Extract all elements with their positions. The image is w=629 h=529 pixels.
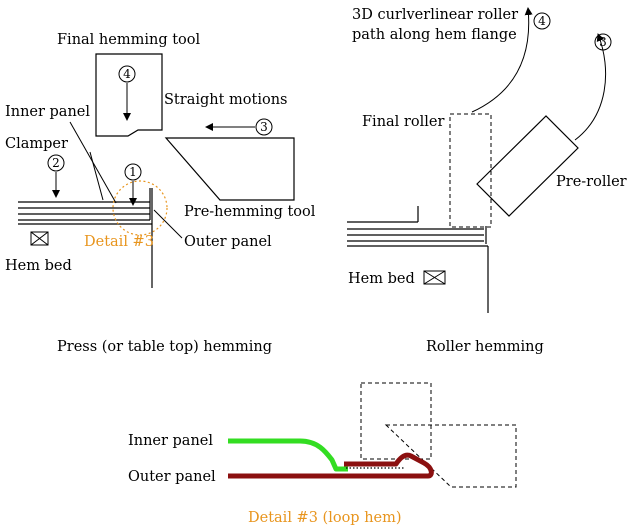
straight-motions-label: Straight motions [164,92,287,108]
press-caption: Press (or table top) hemming [57,339,272,355]
final-hemming-tool-label: Final hemming tool [57,32,201,48]
svg-text:3: 3 [599,35,607,49]
clamper-leader [89,151,104,201]
pre-roller-path-arrow [574,33,607,141]
outer-panel-maroon-line [228,452,434,479]
roller-hemming-section: 3D curlverlinear roller path along hem f… [347,7,627,355]
roller-caption: Roller hemming [426,339,544,355]
step-2-badge: 2 [47,154,65,172]
svg-text:1: 1 [129,165,137,179]
roller-step-3-badge: 3 [594,33,612,51]
final-roller-shape [449,113,492,228]
roller-path-label-line1: 3D curlverlinear roller [352,7,518,23]
step-3-badge: 3 [255,118,273,136]
detail-3-section: Inner panel Outer panel Detail #3 (loop … [128,382,517,526]
hem-bed-box-icon [30,231,49,246]
pre-hemming-tool-shape [164,137,295,201]
detail-3-caption: Detail #3 (loop hem) [248,510,402,526]
detail-3-label: Detail #3 [84,234,154,250]
outer-panel-leader [153,209,183,239]
detail-3-marker-circle [112,180,168,236]
detail-final-tool-outline [360,382,432,460]
detail-outer-panel-label: Outer panel [128,469,216,485]
step-4-badge: 4 [118,65,136,83]
inner-panel-green-line [228,438,348,472]
press-panels [18,188,153,288]
outer-panel-label: Outer panel [184,234,272,250]
detail-inner-panel-label: Inner panel [128,433,213,449]
detail-pre-tool-outline [384,424,517,488]
roller-panels [347,206,489,313]
inner-panel-label: Inner panel [5,104,90,120]
pre-hemming-tool-label: Pre-hemming tool [184,204,316,220]
clamper-label: Clamper [5,136,68,152]
svg-text:4: 4 [538,14,546,28]
svg-text:3: 3 [260,120,268,134]
pre-roller-label: Pre-roller [556,174,627,190]
roller-hem-bed-box-icon [423,270,446,285]
step-1-badge: 1 [124,163,142,181]
svg-text:4: 4 [123,67,131,81]
pre-roller-shape [476,115,579,217]
press-hemming-section: Final hemming tool 4 Straight motions In… [5,32,316,355]
final-roller-path-arrow [471,7,533,113]
press-hem-bed-label: Hem bed [5,258,72,274]
final-roller-label: Final roller [362,114,444,130]
roller-step-4-badge: 4 [533,12,551,30]
svg-text:2: 2 [52,156,60,170]
final-hemming-tool-shape [95,53,163,137]
roller-hem-bed-label: Hem bed [348,271,415,287]
roller-path-label-line2: path along hem flange [352,27,517,43]
